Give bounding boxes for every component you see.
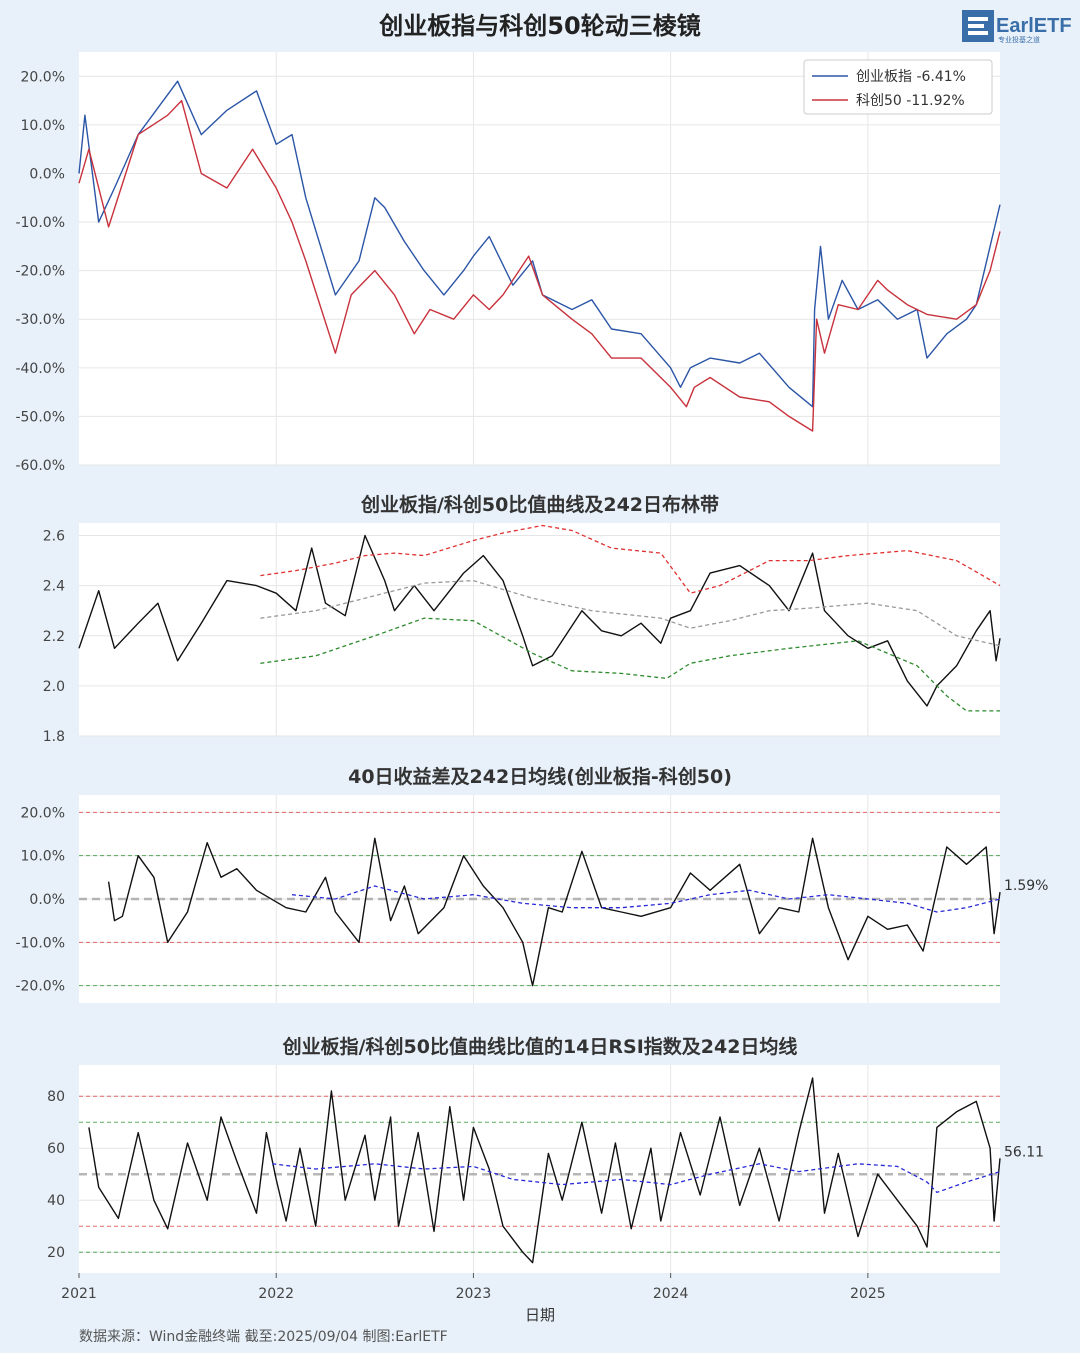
series-line-2-2 <box>260 524 1001 594</box>
y-tick-label: 80 <box>47 1089 65 1105</box>
y-tick-label: -30.0% <box>15 312 65 328</box>
main-title: 创业板指与科创50轮动三棱镜 <box>378 12 700 40</box>
series-line-创业板指 <box>78 80 1001 408</box>
y-tick-label: 40 <box>47 1193 65 1209</box>
panel-title-4: 创业板指/科创50比值曲线比值的14日RSI指数及242日均线 <box>282 1035 798 1058</box>
y-tick-label: 0.0% <box>29 166 65 182</box>
panel-title-2: 创业板指/科创50比值曲线及242日布林带 <box>360 493 719 516</box>
y-tick-label: 10.0% <box>21 118 65 134</box>
logo-subtext: 专业投基之道 <box>998 35 1040 44</box>
y-tick-label: -40.0% <box>15 361 65 377</box>
plot-area-4 <box>79 1065 1000 1273</box>
y-tick-label: 20.0% <box>21 805 65 821</box>
y-tick-label: -20.0% <box>15 979 65 995</box>
y-tick-label: -10.0% <box>15 215 65 231</box>
series-line-3-1 <box>107 837 1001 987</box>
x-tick-label: 2025 <box>850 1286 886 1302</box>
y-tick-label: 20 <box>47 1245 65 1261</box>
earletf-logo: EarlETF 专业投基之道 <box>962 10 1072 44</box>
legend-entry: 创业板指 -6.41% <box>856 69 966 85</box>
legend-entry: 科创50 -11.92% <box>856 93 965 109</box>
y-tick-label: 2.4 <box>43 579 65 595</box>
footer-source: 数据来源：Wind金融终端 截至:2025/09/04 制图:EarlETF <box>79 1329 448 1345</box>
series-line-2-4 <box>260 617 1000 712</box>
x-tick-label: 2023 <box>456 1286 492 1302</box>
legend-box <box>803 59 993 115</box>
logo-text: EarlETF <box>996 15 1072 37</box>
y-tick-label: -50.0% <box>15 409 65 425</box>
x-tick-label: 2022 <box>258 1286 294 1302</box>
series-line-4-1 <box>88 1077 1001 1264</box>
y-tick-label: 2.6 <box>43 529 65 545</box>
y-tick-label: -20.0% <box>15 264 65 280</box>
x-axis-label: 日期 <box>525 1306 555 1324</box>
y-tick-label: 20.0% <box>21 69 65 85</box>
y-tick-label: -60.0% <box>15 458 65 474</box>
y-tick-label: 10.0% <box>21 849 65 865</box>
plot-area-1 <box>79 52 1000 465</box>
series-line-4-2 <box>272 1163 1001 1194</box>
panel-title-3: 40日收益差及242日均线(创业板指-科创50) <box>348 765 732 788</box>
last-value-label: 56.11 <box>1004 1144 1044 1160</box>
y-tick-label: 2.0 <box>43 679 65 695</box>
series-line-3-2 <box>291 885 1001 913</box>
last-value-label: 1.59% <box>1004 878 1048 894</box>
y-tick-label: -10.0% <box>15 935 65 951</box>
series-line-2-1 <box>78 534 1001 707</box>
y-tick-label: 2.2 <box>43 629 65 645</box>
y-tick-label: 0.0% <box>29 892 65 908</box>
series-line-科创50 <box>78 99 1001 432</box>
y-tick-label: 60 <box>47 1141 65 1157</box>
series-line-2-3 <box>260 579 1001 647</box>
plot-area-2 <box>79 523 1000 736</box>
y-tick-label: 1.8 <box>43 729 65 745</box>
x-tick-label: 2024 <box>653 1286 689 1302</box>
x-tick-label: 2021 <box>61 1286 97 1302</box>
